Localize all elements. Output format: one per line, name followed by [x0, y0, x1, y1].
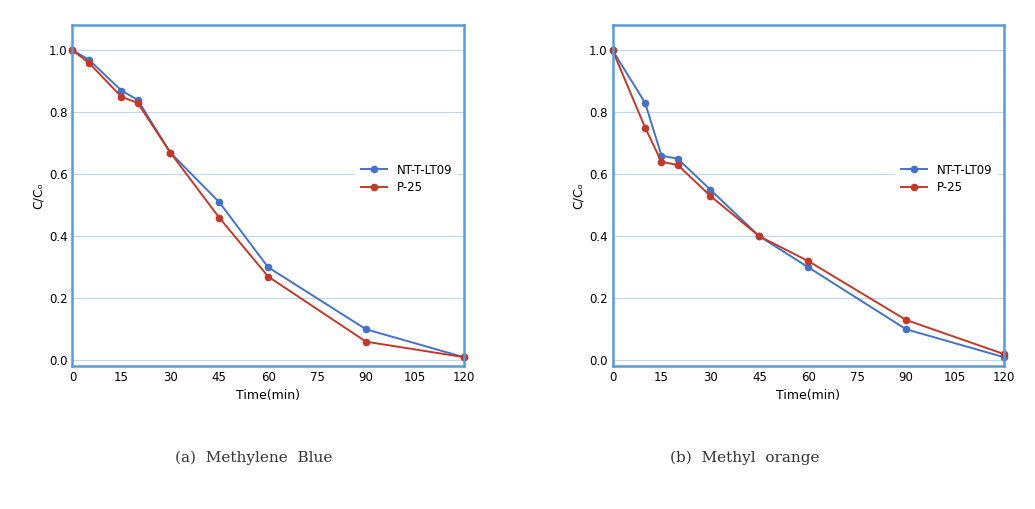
P-25 — [655, 159, 668, 165]
NT-T-LT09 — [704, 187, 716, 193]
P-25 — [115, 94, 127, 100]
Line: NT-T-LT09: NT-T-LT09 — [69, 47, 467, 360]
X-axis label: Time(min): Time(min) — [776, 388, 840, 402]
NT-T-LT09 — [66, 47, 79, 53]
NT-T-LT09 — [672, 156, 684, 162]
P-25 — [639, 125, 651, 131]
NT-T-LT09 — [802, 264, 815, 270]
P-25 — [607, 47, 619, 53]
P-25 — [672, 162, 684, 168]
P-25 — [213, 215, 226, 221]
NT-T-LT09 — [899, 326, 912, 332]
NT-T-LT09 — [457, 354, 470, 360]
Legend: NT-T-LT09, P-25: NT-T-LT09, P-25 — [355, 158, 457, 200]
P-25 — [802, 258, 815, 264]
P-25 — [131, 100, 144, 106]
Text: (a)  Methylene  Blue: (a) Methylene Blue — [175, 451, 332, 465]
NT-T-LT09 — [213, 199, 226, 205]
P-25 — [998, 351, 1010, 357]
P-25 — [165, 150, 177, 156]
Line: P-25: P-25 — [610, 47, 1007, 357]
NT-T-LT09 — [83, 56, 95, 63]
Y-axis label: C/Cₒ: C/Cₒ — [32, 183, 45, 209]
X-axis label: Time(min): Time(min) — [236, 388, 300, 402]
NT-T-LT09 — [639, 100, 651, 106]
P-25 — [262, 273, 274, 279]
Text: (b)  Methyl  orange: (b) Methyl orange — [671, 451, 820, 465]
P-25 — [360, 338, 373, 345]
P-25 — [83, 60, 95, 66]
NT-T-LT09 — [607, 47, 619, 53]
P-25 — [457, 354, 470, 360]
P-25 — [66, 47, 79, 53]
P-25 — [899, 317, 912, 323]
P-25 — [704, 193, 716, 199]
NT-T-LT09 — [262, 264, 274, 270]
NT-T-LT09 — [655, 153, 668, 159]
P-25 — [753, 233, 766, 239]
NT-T-LT09 — [360, 326, 373, 332]
NT-T-LT09 — [131, 97, 144, 103]
NT-T-LT09 — [165, 150, 177, 156]
Y-axis label: C/Cₒ: C/Cₒ — [572, 183, 585, 209]
Line: P-25: P-25 — [69, 47, 467, 360]
Line: NT-T-LT09: NT-T-LT09 — [610, 47, 1007, 360]
Legend: NT-T-LT09, P-25: NT-T-LT09, P-25 — [895, 158, 998, 200]
NT-T-LT09 — [998, 354, 1010, 360]
NT-T-LT09 — [115, 88, 127, 94]
NT-T-LT09 — [753, 233, 766, 239]
